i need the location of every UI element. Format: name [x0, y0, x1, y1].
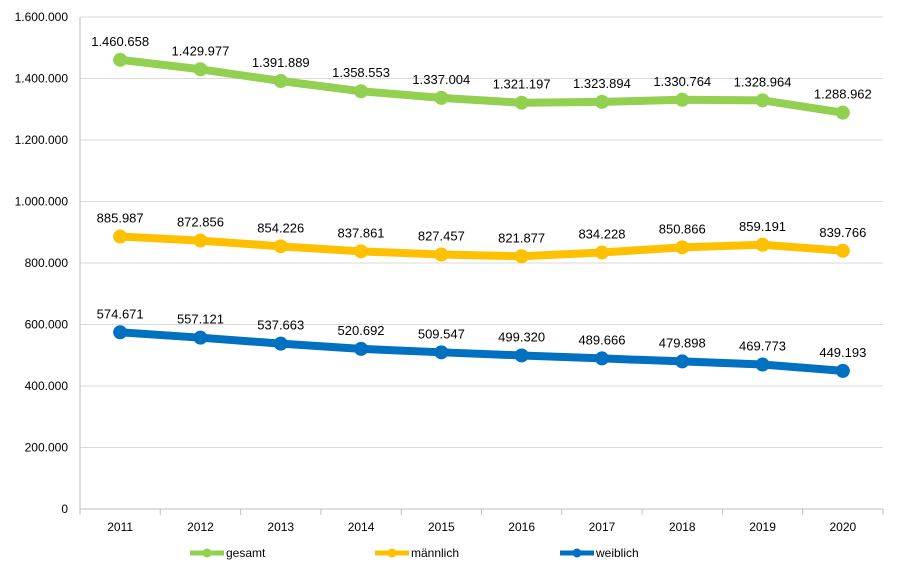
series-line-weiblich	[116, 328, 847, 375]
data-label: 854.226	[257, 220, 304, 235]
y-tick-label: 800.000	[25, 256, 69, 270]
data-label: 1.323.894	[573, 76, 631, 91]
x-tick-label: 2017	[589, 520, 616, 534]
data-point	[835, 243, 850, 258]
data-point	[113, 229, 128, 244]
x-tick-label: 2020	[829, 520, 856, 534]
data-label: 837.861	[338, 225, 385, 240]
y-tick-label: 1.000.000	[15, 195, 69, 209]
data-point	[434, 90, 449, 105]
x-tick-label: 2014	[348, 520, 375, 534]
data-point	[675, 354, 690, 369]
data-label: 479.898	[659, 335, 706, 350]
data-point	[835, 105, 850, 120]
legend-marker	[202, 548, 212, 558]
y-tick-label: 600.000	[25, 318, 69, 332]
data-label: 1.337.004	[412, 72, 470, 87]
data-label: 827.457	[418, 229, 465, 244]
x-tick-label: 2016	[508, 520, 535, 534]
data-label: 449.193	[819, 345, 866, 360]
data-label: 834.228	[578, 226, 625, 241]
data-label: 1.429.977	[172, 43, 230, 58]
data-label: 520.692	[338, 323, 385, 338]
x-tick-label: 2018	[669, 520, 696, 534]
data-label: 821.877	[498, 230, 545, 245]
y-tick-label: 1.400.000	[15, 72, 69, 86]
data-point	[594, 94, 609, 109]
data-label: 1.288.962	[814, 87, 872, 102]
data-label: 839.766	[819, 225, 866, 240]
data-point	[193, 62, 208, 77]
x-tick-label: 2013	[267, 520, 294, 534]
data-label: 499.320	[498, 329, 545, 344]
legend-label: weiblich	[595, 546, 639, 560]
data-label: 1.321.197	[493, 77, 551, 92]
data-point	[273, 73, 288, 88]
x-tick-label: 2015	[428, 520, 455, 534]
data-label: 574.671	[97, 306, 144, 321]
data-label: 537.663	[257, 318, 304, 333]
data-label: 509.547	[418, 326, 465, 341]
data-label: 1.358.553	[332, 65, 390, 80]
data-point	[755, 357, 770, 372]
data-label: 1.328.964	[734, 74, 792, 89]
data-point	[273, 239, 288, 254]
y-tick-label: 1.600.000	[15, 10, 69, 24]
data-point	[514, 348, 529, 363]
data-label: 469.773	[739, 339, 786, 354]
data-point	[354, 84, 369, 99]
x-tick-label: 2019	[749, 520, 776, 534]
data-point	[835, 363, 850, 378]
x-tick-label: 2012	[187, 520, 214, 534]
data-label: 850.866	[659, 221, 706, 236]
data-point	[113, 52, 128, 67]
data-point	[675, 240, 690, 255]
data-point	[675, 92, 690, 107]
y-tick-label: 1.200.000	[15, 133, 69, 147]
y-tick-label: 0	[61, 502, 68, 516]
data-label: 557.121	[177, 312, 224, 327]
series-line-männlich	[116, 232, 847, 261]
data-point	[755, 237, 770, 252]
data-point	[514, 95, 529, 110]
data-label: 1.391.889	[252, 55, 310, 70]
legend-marker	[387, 548, 397, 558]
data-label: 1.460.658	[91, 34, 149, 49]
data-point	[354, 341, 369, 356]
data-point	[594, 245, 609, 260]
y-tick-label: 400.000	[25, 379, 69, 393]
legend-label: gesamt	[226, 546, 266, 560]
data-label: 489.666	[578, 332, 625, 347]
data-point	[354, 244, 369, 259]
series-line-gesamt	[116, 55, 847, 117]
data-label: 1.330.764	[653, 74, 711, 89]
legend-label: männlich	[411, 546, 459, 560]
x-tick-label: 2011	[107, 520, 133, 534]
legend-marker	[572, 548, 582, 558]
data-point	[273, 336, 288, 351]
data-label: 859.191	[739, 219, 786, 234]
data-point	[113, 325, 128, 340]
data-point	[755, 93, 770, 108]
data-point	[434, 345, 449, 360]
data-point	[434, 247, 449, 262]
y-tick-label: 200.000	[25, 441, 69, 455]
data-point	[514, 249, 529, 264]
data-label: 872.856	[177, 215, 224, 230]
data-point	[594, 351, 609, 366]
data-label: 885.987	[97, 211, 144, 226]
data-point	[193, 330, 208, 345]
data-point	[193, 233, 208, 248]
